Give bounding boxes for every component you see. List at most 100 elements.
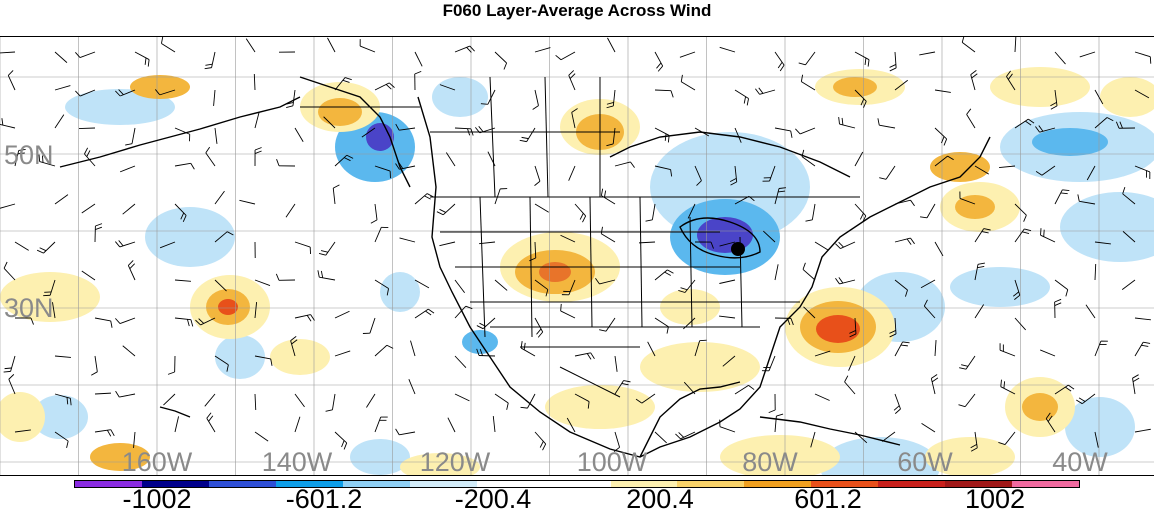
colorbar-tick-label: -1002 — [122, 484, 191, 515]
wind-barb — [0, 117, 15, 128]
wind-barb — [446, 153, 455, 166]
wind-barb — [999, 166, 1015, 168]
wind-barb — [607, 38, 615, 52]
wind-barb — [1041, 228, 1055, 242]
wind-barb — [371, 204, 377, 223]
wind-barb — [533, 90, 539, 110]
wind-barb — [175, 318, 193, 326]
wind-barb — [775, 52, 784, 71]
wind-barb — [95, 393, 111, 394]
wind-barb — [920, 204, 935, 218]
wind-barb — [520, 128, 535, 142]
colorbar-tick-label: -200.4 — [455, 484, 532, 515]
wind-barb — [935, 90, 951, 92]
wind-barb — [655, 432, 667, 443]
wind-barb — [168, 356, 175, 374]
wind-barb — [116, 391, 135, 397]
wind-barb — [55, 195, 68, 204]
wind-barb — [135, 52, 149, 67]
wind-barb — [360, 39, 375, 52]
wind-barb — [415, 52, 422, 66]
colorbar-tick-label: 601.2 — [794, 484, 862, 515]
wind-barb — [575, 353, 594, 360]
wind-barb — [439, 242, 455, 246]
anomaly-blob — [380, 272, 420, 312]
longitude-label: 120W — [420, 447, 491, 476]
wind-barb — [448, 418, 455, 432]
wind-barb — [375, 83, 395, 90]
wind-barb — [319, 242, 335, 255]
wind-anomaly-field — [0, 67, 1154, 476]
wind-barb — [1055, 52, 1066, 64]
wind-barb — [255, 147, 262, 166]
wind-barb — [120, 166, 135, 172]
wind-barb — [205, 52, 215, 69]
wind-barb — [719, 280, 735, 284]
wind-barb — [4, 262, 15, 280]
anomaly-blob — [660, 289, 720, 325]
wind-barb — [1040, 350, 1055, 356]
wind-barb — [175, 163, 194, 169]
wind-barb — [327, 38, 335, 52]
wind-barb — [855, 204, 866, 222]
wind-barb — [415, 309, 434, 318]
wind-barb — [123, 204, 135, 214]
wind-barb — [400, 238, 415, 242]
wind-barb — [719, 316, 735, 318]
wind-barb — [755, 88, 775, 95]
anomaly-blob — [1032, 128, 1108, 156]
anomaly-blob — [432, 77, 488, 117]
wind-barb — [879, 166, 895, 179]
wind-barb — [363, 318, 375, 334]
longitude-label: 80W — [742, 447, 798, 476]
wind-barb — [569, 70, 575, 90]
anomaly-blob — [545, 385, 655, 429]
wind-barb — [286, 90, 295, 108]
wind-barb — [455, 394, 469, 401]
wind-barb — [919, 52, 935, 55]
colorbar-tick-label: 1002 — [965, 484, 1025, 515]
longitude-label: 60W — [897, 447, 953, 476]
wind-barb — [1133, 375, 1140, 394]
wind-barb — [735, 90, 749, 105]
wind-barb — [655, 318, 668, 334]
wind-barb — [163, 394, 175, 405]
wind-barb — [894, 394, 900, 414]
wind-barb — [55, 115, 64, 128]
wind-barb — [575, 204, 586, 222]
wind-barb — [967, 109, 975, 128]
wind-barb — [205, 394, 215, 406]
wind-barb — [415, 194, 433, 204]
wind-barb — [935, 340, 936, 356]
wind-barb — [962, 37, 975, 52]
wind-barb — [239, 200, 255, 204]
wind-barb — [601, 227, 615, 242]
wind-barb — [971, 70, 978, 90]
wind-barb — [175, 416, 179, 432]
map-canvas — [0, 37, 1154, 476]
wind-barb — [535, 166, 540, 186]
wind-barb — [295, 417, 300, 432]
wind-barb — [895, 342, 910, 356]
wind-barb — [935, 128, 947, 145]
wind-barb — [128, 260, 135, 280]
wind-barb — [835, 277, 855, 284]
wind-barb — [931, 374, 938, 394]
wind-barb — [1000, 343, 1015, 356]
wind-barb — [535, 204, 549, 212]
wind-barb — [455, 46, 475, 52]
wind-barb — [215, 191, 224, 204]
wind-barb — [878, 118, 895, 128]
wind-barb — [84, 148, 95, 166]
colorbar — [74, 480, 1080, 488]
wind-barb — [803, 263, 815, 280]
wind-barb — [79, 128, 95, 129]
wind-barb — [615, 162, 635, 168]
wind-barb — [455, 356, 466, 368]
wind-barb — [775, 128, 792, 138]
wind-barb — [959, 356, 975, 369]
wind-barb — [795, 128, 815, 134]
colorbar-segment — [878, 481, 945, 487]
anomaly-blob — [215, 335, 265, 379]
